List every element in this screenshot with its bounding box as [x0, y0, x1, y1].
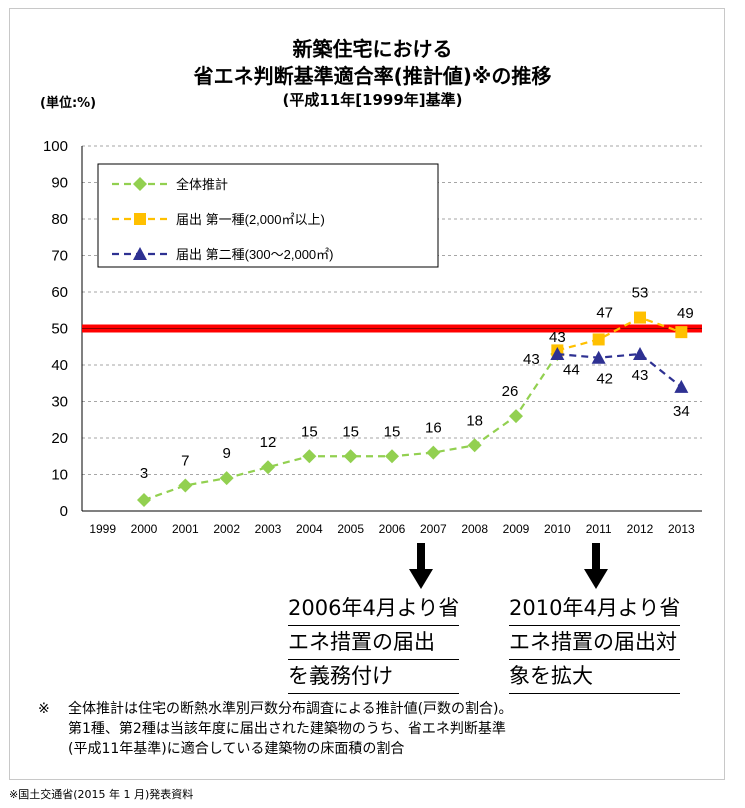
series-2-point [675, 326, 688, 339]
arrow-2007-icon [409, 543, 433, 589]
data-label: 12 [260, 434, 277, 451]
series-1-point [426, 445, 441, 460]
x-tick-label: 1999 [89, 522, 116, 536]
y-tick-label: 40 [51, 357, 68, 374]
x-tick-label: 2002 [213, 522, 240, 536]
series-line-1 [143, 353, 559, 502]
legend-marker [133, 177, 147, 191]
x-tick-label: 2008 [461, 522, 488, 536]
footnote-mark: ※ [38, 701, 50, 717]
x-tick-label: 2005 [337, 522, 364, 536]
series-1-point [385, 449, 399, 464]
annotation-2006-line2: エネ措置の届出 [288, 626, 460, 660]
x-tick-label: 2004 [296, 522, 323, 536]
chart-title-line2: 省エネ判断基準適合率(推計値)※の推移 [193, 64, 552, 88]
data-label: 44 [563, 361, 580, 378]
annotation-2010-line2: エネ措置の届出対 [509, 626, 681, 660]
data-label: 3 [140, 465, 148, 482]
y-tick-label: 30 [51, 394, 68, 411]
y-tick-label: 100 [43, 138, 68, 155]
x-tick-label: 2003 [255, 522, 282, 536]
legend-marker [133, 247, 147, 260]
data-label: 7 [181, 452, 189, 469]
series-line-2 [557, 316, 682, 352]
y-tick-label: 90 [51, 175, 68, 192]
data-label: 15 [384, 423, 401, 440]
footnote-line3: (平成11年基準)に適合している建築物の床面積の割合 [68, 741, 405, 757]
annotation-2006-line3: を義務付け [288, 660, 460, 694]
legend-marker [134, 213, 146, 225]
source-note: ※国土交通省(2015 年 1 月)発表資料 [9, 788, 194, 801]
unit-label: (単位:%) [40, 96, 97, 111]
data-label: 26 [502, 383, 519, 400]
series-1-point [219, 471, 234, 486]
y-tick-label: 10 [51, 467, 68, 484]
data-label: 43 [523, 351, 540, 368]
x-tick-label: 2013 [668, 522, 695, 536]
legend-box [97, 163, 439, 268]
series-1-point [467, 438, 482, 453]
series-3-point [550, 347, 565, 361]
data-label: 15 [342, 423, 359, 440]
data-label: 47 [596, 304, 613, 321]
x-tick-label: 2006 [379, 522, 406, 536]
line-chart: 0 10 20 30 40 50 60 70 80 90 100 1999 2000 2001 2002 20… [43, 138, 702, 536]
legend-entry: 全体推計 [176, 177, 228, 192]
x-tick-label: 2009 [503, 522, 530, 536]
chart-title-line1: 新築住宅における [292, 37, 453, 61]
chart-subtitle: (平成11年[1999年]基準) [282, 91, 463, 109]
footnote: ※ 全体推計は住宅の断熱水準別戸数分布調査による推計値(戸数の割合)。 第1種、第… [38, 699, 513, 759]
series-3-point [633, 347, 647, 361]
x-tick-label: 2010 [544, 522, 571, 536]
chart-frame [9, 8, 725, 780]
series-3-point [591, 350, 606, 364]
series-1-point [178, 478, 193, 493]
data-label: 43 [632, 367, 649, 384]
data-label: 34 [673, 403, 690, 420]
legend-entry: 届出 第二種(300〜2,000㎡) [176, 247, 334, 262]
series-line-3 [557, 352, 683, 388]
series-2-point [592, 333, 605, 346]
series-1-point [302, 449, 317, 464]
y-tick-label: 80 [51, 211, 68, 228]
x-tick-label: 2000 [131, 522, 158, 536]
arrow-2011-icon [584, 543, 608, 589]
series-1-point [343, 449, 358, 464]
data-label: 49 [677, 305, 694, 322]
y-tick-label: 0 [60, 503, 68, 520]
annotation-2006: 2006年4月より省 エネ措置の届出 を義務付け [288, 592, 460, 694]
data-label: 53 [632, 285, 649, 302]
annotation-2010: 2010年4月より省 エネ措置の届出対 象を拡大 [509, 592, 681, 694]
series-1-point [261, 460, 275, 475]
series-2-point [634, 311, 646, 324]
y-tick-label: 20 [51, 430, 68, 447]
annotation-2010-line1: 2010年4月より省 [509, 592, 681, 626]
annotation-2006-line1: 2006年4月より省 [288, 592, 460, 626]
data-label: 18 [466, 412, 483, 429]
data-label: 42 [596, 371, 613, 388]
data-label: 15 [301, 423, 318, 440]
footnote-line1: 全体推計は住宅の断熱水準別戸数分布調査による推計値(戸数の割合)。 [68, 701, 513, 717]
x-tick-label: 2011 [586, 522, 612, 536]
data-label: 43 [549, 329, 566, 346]
y-tick-label: 60 [51, 284, 68, 301]
series-1-point [509, 409, 523, 424]
footnote-line2: 第1種、第2種は当該年度に届出された建築物のうち、省エネ判断基準 [68, 721, 506, 737]
y-tick-label: 70 [51, 248, 68, 265]
data-label: 16 [425, 420, 442, 437]
data-label: 9 [222, 445, 230, 462]
x-tick-label: 2001 [172, 522, 199, 536]
x-tick-label: 2007 [420, 522, 447, 536]
legend-entry: 届出 第一種(2,000㎡以上) [176, 212, 325, 227]
series-3-point [674, 379, 689, 393]
x-tick-label: 2012 [627, 522, 654, 536]
y-tick-label: 50 [51, 321, 68, 338]
annotation-2010-line3: 象を拡大 [509, 660, 681, 694]
series-1-point [137, 493, 151, 508]
